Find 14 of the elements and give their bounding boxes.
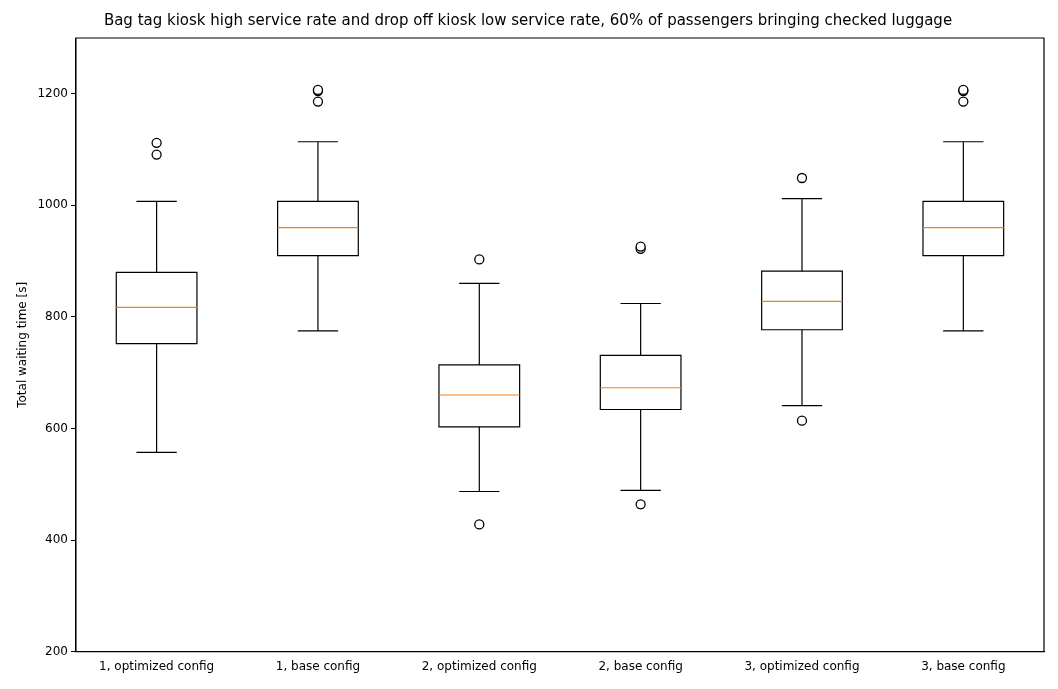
- x-tick-label: 2, optimized config: [421, 658, 537, 673]
- y-tick-label: 400: [45, 532, 68, 547]
- y-tick-label: 800: [45, 309, 68, 324]
- x-tick-label: 3, base config: [921, 658, 1006, 673]
- y-tick-label: 1000: [37, 197, 68, 212]
- y-tick-label: 200: [45, 643, 68, 658]
- x-tick-label: 1, base config: [275, 658, 361, 673]
- x-tick-label: 3, optimized config: [744, 658, 860, 673]
- x-tick-label: 2, base config: [598, 658, 683, 673]
- y-tick-label: 600: [45, 420, 68, 435]
- chart-title: Bag tag kiosk high service rate and drop off kiosk low service rate, 60% of passengers bringing checked luggage: [103, 10, 953, 29]
- y-axis-title: Total waiting time [s]: [15, 281, 30, 409]
- x-tick-label: 1, optimized config: [99, 658, 215, 673]
- y-tick-label: 1200: [37, 85, 68, 100]
